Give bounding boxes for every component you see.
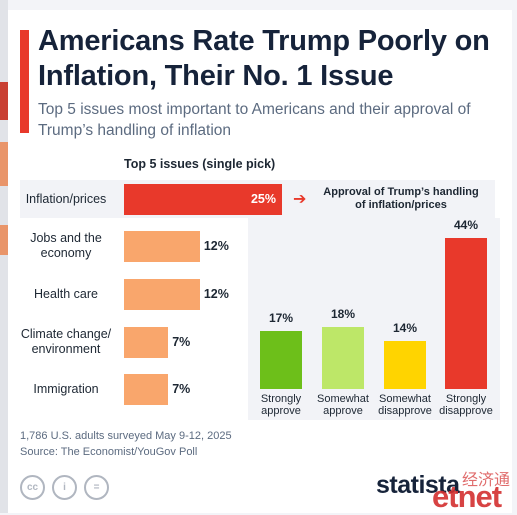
issue-value: 12% — [203, 238, 229, 253]
approval-chart-title-line: of inflation/prices — [355, 199, 447, 211]
approval-label-line: Somewhat — [317, 393, 369, 405]
issue-bar — [124, 183, 282, 215]
issue-label-line: Immigration — [33, 381, 99, 396]
approval-label-line: disapprove — [439, 405, 493, 417]
approval-bar — [260, 330, 302, 389]
issue-bar — [124, 373, 169, 405]
approval-value: 18% — [330, 307, 356, 322]
statista-logo[interactable]: statista — [376, 471, 460, 499]
issue-label: Climate change/environment — [14, 327, 118, 357]
approval-bar — [445, 238, 487, 389]
title-accent-bar — [20, 30, 29, 133]
approval-label-line: Somewhat — [379, 393, 431, 405]
approval-label-line: disapprove — [378, 405, 432, 417]
approval-label-line: Strongly — [445, 393, 487, 405]
issue-value: 7% — [172, 334, 191, 349]
approval-label-line: Strongly — [260, 393, 302, 405]
watermark-cn: 经济通 — [462, 472, 511, 489]
approval-label-line: approve — [323, 405, 363, 417]
issue-label-line: Health care — [34, 286, 98, 301]
cc-icon[interactable]: cc — [20, 475, 45, 500]
approval-value: 14% — [392, 320, 418, 335]
issue-label-line: Inflation/prices — [25, 191, 107, 206]
edge-mark-orange — [0, 142, 8, 186]
issue-label: Inflation/prices — [14, 192, 118, 207]
issue-label-line: economy — [40, 246, 92, 260]
arrow-right-icon: ➔ — [293, 191, 307, 208]
approval-chart-title-line: Approval of Trump’s handling — [323, 186, 479, 198]
source-note: Source: The Economist/YouGov Poll — [20, 446, 198, 458]
approval-label: Somewhat approve — [310, 393, 376, 417]
page-edge — [0, 0, 8, 513]
issue-bar — [124, 230, 200, 262]
approval-bar — [384, 340, 426, 389]
issue-bar — [124, 326, 169, 358]
approval-label: Somewhat disapprove — [372, 393, 438, 417]
issue-label: Health care — [14, 287, 118, 302]
attribution-icon[interactable]: i — [52, 475, 77, 500]
issue-value: 7% — [172, 381, 191, 396]
survey-note: 1,786 U.S. adults surveyed May 9-12, 202… — [20, 430, 232, 442]
no-derivatives-icon[interactable]: = — [84, 475, 109, 500]
issue-value: 12% — [203, 286, 229, 301]
approval-label: Strongly approve — [248, 393, 314, 417]
approval-label: Strongly disapprove — [433, 393, 499, 417]
issue-label: Immigration — [14, 382, 118, 397]
approval-value: 44% — [453, 218, 479, 232]
etnet-watermark: etnet — [432, 479, 502, 514]
approval-bar — [322, 327, 364, 389]
approval-label-line: approve — [261, 405, 301, 417]
issue-label: Jobs and the economy — [14, 231, 118, 261]
edge-mark-red — [0, 82, 8, 120]
issue-label-line: Jobs and the — [30, 231, 102, 245]
page-title: Americans Rate Trump Poorly on Inflation… — [38, 25, 490, 92]
page-subtitle: Top 5 issues most important to Americans… — [38, 101, 471, 139]
issue-bar — [124, 278, 200, 310]
issue-value: 25% — [250, 191, 276, 206]
issues-chart-title: Top 5 issues (single pick) — [124, 157, 276, 171]
approval-value: 17% — [268, 310, 294, 325]
edge-mark-orange — [0, 225, 8, 255]
approval-chart-title: Approval of Trump’s handling of inflatio… — [316, 186, 486, 212]
issue-label-line: environment — [31, 342, 101, 356]
issue-label-line: Climate change/ — [20, 327, 112, 341]
